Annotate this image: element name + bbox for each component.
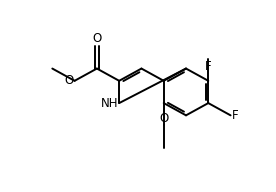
Text: O: O	[92, 32, 102, 45]
Text: F: F	[205, 60, 212, 73]
Text: O: O	[64, 74, 73, 87]
Text: O: O	[159, 112, 168, 125]
Text: F: F	[232, 109, 239, 122]
Text: NH: NH	[100, 97, 118, 110]
